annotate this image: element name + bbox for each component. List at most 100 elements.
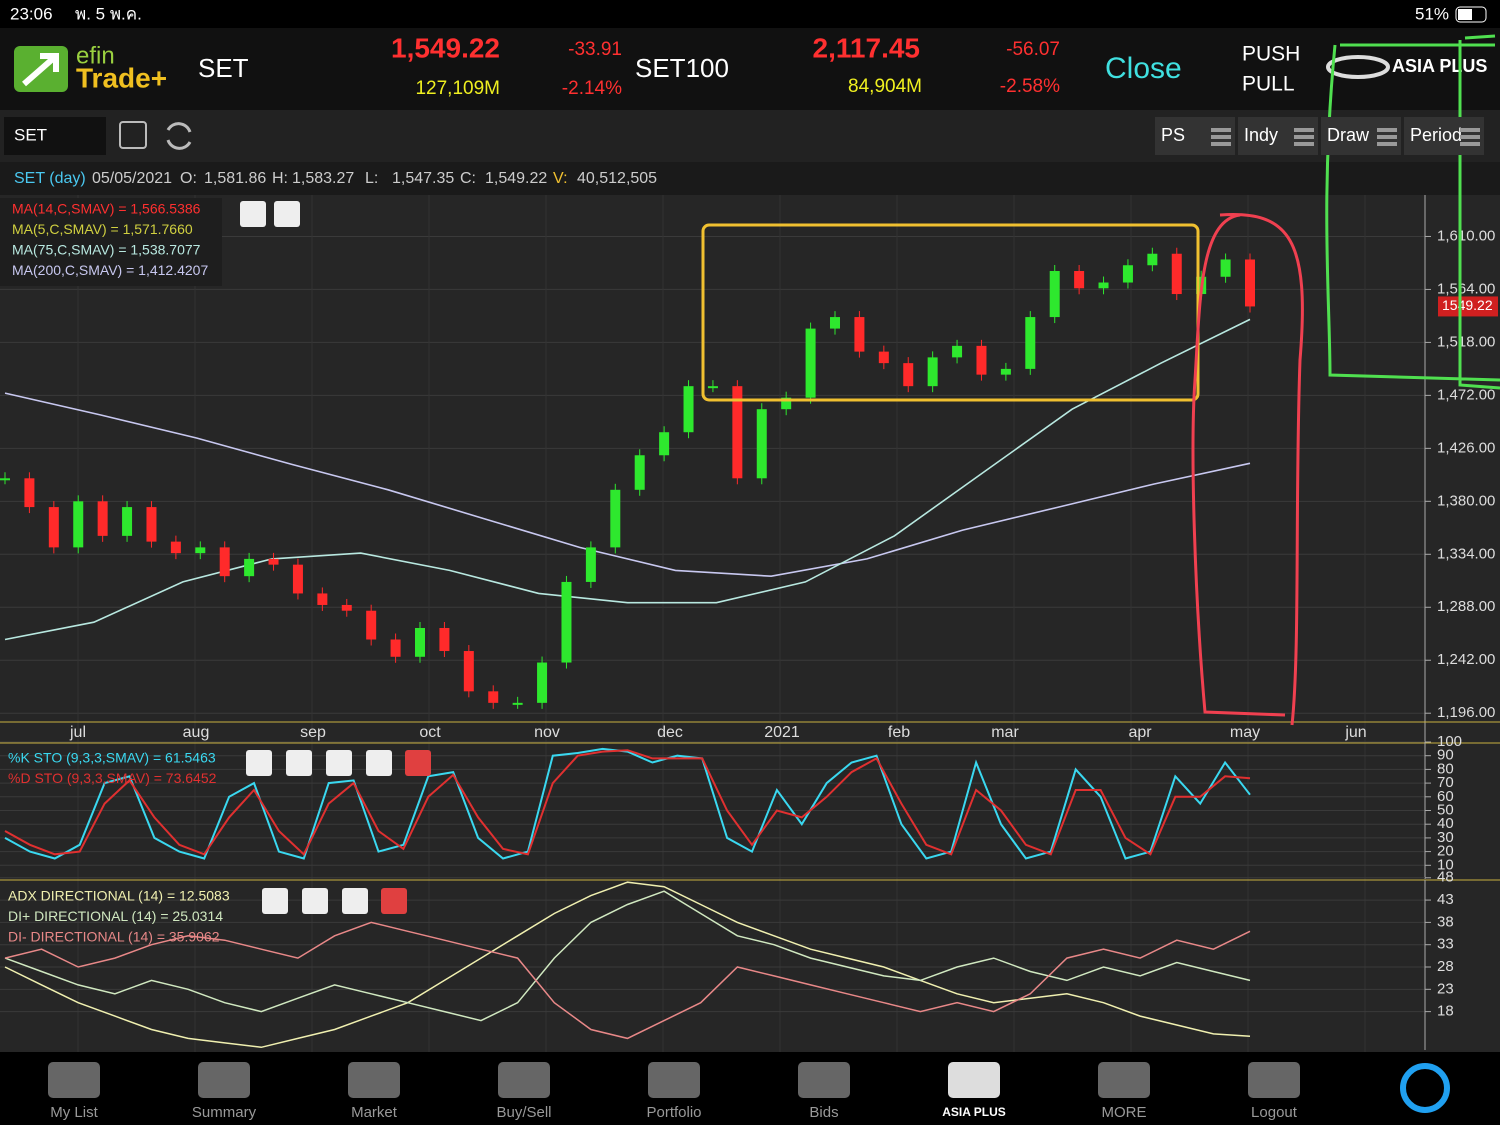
- quote-field: 1,547.35: [392, 170, 454, 187]
- panel-button[interactable]: [246, 750, 272, 776]
- candle: [1025, 317, 1036, 369]
- series-line: [4, 890, 1251, 1022]
- y-tick-label: 1,518.00: [1437, 333, 1495, 350]
- pull[interactable]: PULL: [1242, 73, 1295, 96]
- x-tick-label: jun: [1344, 724, 1366, 741]
- nav-label: MORE: [1102, 1104, 1147, 1121]
- spinner-icon[interactable]: [1400, 1063, 1450, 1113]
- candle: [292, 564, 303, 594]
- candle: [781, 397, 792, 410]
- quote-field: 40,512,505: [577, 170, 657, 187]
- y-tick-label: 1,196.00: [1437, 704, 1495, 721]
- candle: [976, 345, 987, 375]
- candle: [1049, 271, 1060, 318]
- y-tick-label: 1,334.00: [1437, 545, 1495, 562]
- nav-icon[interactable]: [948, 1062, 1000, 1098]
- calendar-icon[interactable]: [119, 121, 147, 149]
- percent: -2.58%: [1000, 76, 1060, 97]
- nav-icon[interactable]: [1098, 1062, 1150, 1098]
- time: 23:06: [10, 4, 53, 23]
- candle: [1147, 253, 1158, 266]
- candle: [488, 691, 499, 703]
- quote-field: V:: [553, 170, 568, 187]
- candle: [0, 478, 10, 481]
- logo-arrow: [22, 53, 59, 87]
- candle: [97, 501, 108, 536]
- y-tick-label: 18: [1437, 1003, 1454, 1020]
- menu-icon: [1211, 135, 1231, 139]
- last-price-tag: [1438, 296, 1498, 317]
- quote-field: 1,581.86: [204, 170, 266, 187]
- menu-icon: [1460, 128, 1480, 132]
- candle: [170, 541, 181, 554]
- symbol-box[interactable]: [4, 117, 106, 155]
- candle: [659, 432, 670, 456]
- header: [0, 28, 1500, 110]
- series-line: [4, 747, 1251, 860]
- y-tick-label: 20: [1437, 843, 1454, 860]
- x-tick-label: oct: [419, 724, 441, 741]
- panel-button[interactable]: [262, 888, 288, 914]
- x-tick-label: sep: [300, 724, 326, 741]
- nav-label: Bids: [809, 1104, 838, 1121]
- panel-button[interactable]: [240, 201, 266, 227]
- menu-icon: [1294, 135, 1314, 139]
- quote-field: 05/05/2021: [92, 170, 172, 187]
- candle: [244, 558, 255, 577]
- candle: [24, 478, 35, 508]
- candle: [366, 610, 377, 640]
- y-tick-label: 1,426.00: [1437, 439, 1495, 456]
- x-tick-label: aug: [183, 724, 210, 741]
- value: 127,109M: [415, 78, 500, 99]
- drawn-bracket: [1325, 34, 1500, 390]
- battery-level: [1458, 9, 1472, 20]
- nav-icon[interactable]: [48, 1062, 100, 1098]
- nav-icon[interactable]: [1248, 1062, 1300, 1098]
- legend-entry: MA(5,C,SMAV) = 1,571.7660: [12, 221, 193, 237]
- y-tick-label: 38: [1437, 913, 1454, 930]
- candle: [854, 317, 865, 352]
- panel-button[interactable]: [302, 888, 328, 914]
- series-line: [4, 392, 1251, 578]
- button-label: Draw: [1327, 125, 1370, 145]
- candle: [195, 547, 206, 554]
- panel-button[interactable]: [366, 750, 392, 776]
- nav-label: ASIA PLUS: [942, 1105, 1006, 1119]
- candle: [610, 489, 621, 548]
- candle: [1122, 265, 1133, 283]
- nav-label: Logout: [1251, 1104, 1298, 1121]
- candle: [317, 593, 328, 605]
- close-button[interactable]: [381, 888, 407, 914]
- candle: [146, 507, 157, 542]
- candle: [878, 351, 889, 364]
- y-tick-label: 1,242.00: [1437, 651, 1495, 668]
- button-label: PS: [1161, 125, 1185, 145]
- series-line: [4, 921, 1251, 1040]
- menu-icon: [1377, 135, 1397, 139]
- candle: [1074, 271, 1085, 289]
- menu-icon: [1377, 128, 1397, 132]
- candle: [415, 627, 425, 657]
- nav-label: Summary: [192, 1104, 257, 1121]
- x-tick-label: may: [1230, 724, 1260, 741]
- refresh-icon[interactable]: [166, 122, 192, 150]
- panel-button[interactable]: [286, 750, 312, 776]
- nav-icon[interactable]: [798, 1062, 850, 1098]
- candle: [268, 558, 279, 565]
- nav-icon[interactable]: [498, 1062, 550, 1098]
- quote-field: O:: [180, 170, 197, 187]
- panel-button[interactable]: [274, 201, 300, 227]
- push[interactable]: PUSH: [1242, 43, 1300, 66]
- nav-icon[interactable]: [648, 1062, 700, 1098]
- legend-entry: %D STO (9,3,3,SMAV) = 73.6452: [8, 770, 217, 786]
- nav-icon[interactable]: [198, 1062, 250, 1098]
- nav-icon[interactable]: [348, 1062, 400, 1098]
- panel-button[interactable]: [326, 750, 352, 776]
- close-button[interactable]: [405, 750, 431, 776]
- legend-bg: [0, 198, 222, 286]
- battery-icon: [1455, 6, 1487, 23]
- index: 2,117.45: [813, 32, 920, 63]
- button-label: Indy: [1244, 125, 1278, 145]
- panel-button[interactable]: [342, 888, 368, 914]
